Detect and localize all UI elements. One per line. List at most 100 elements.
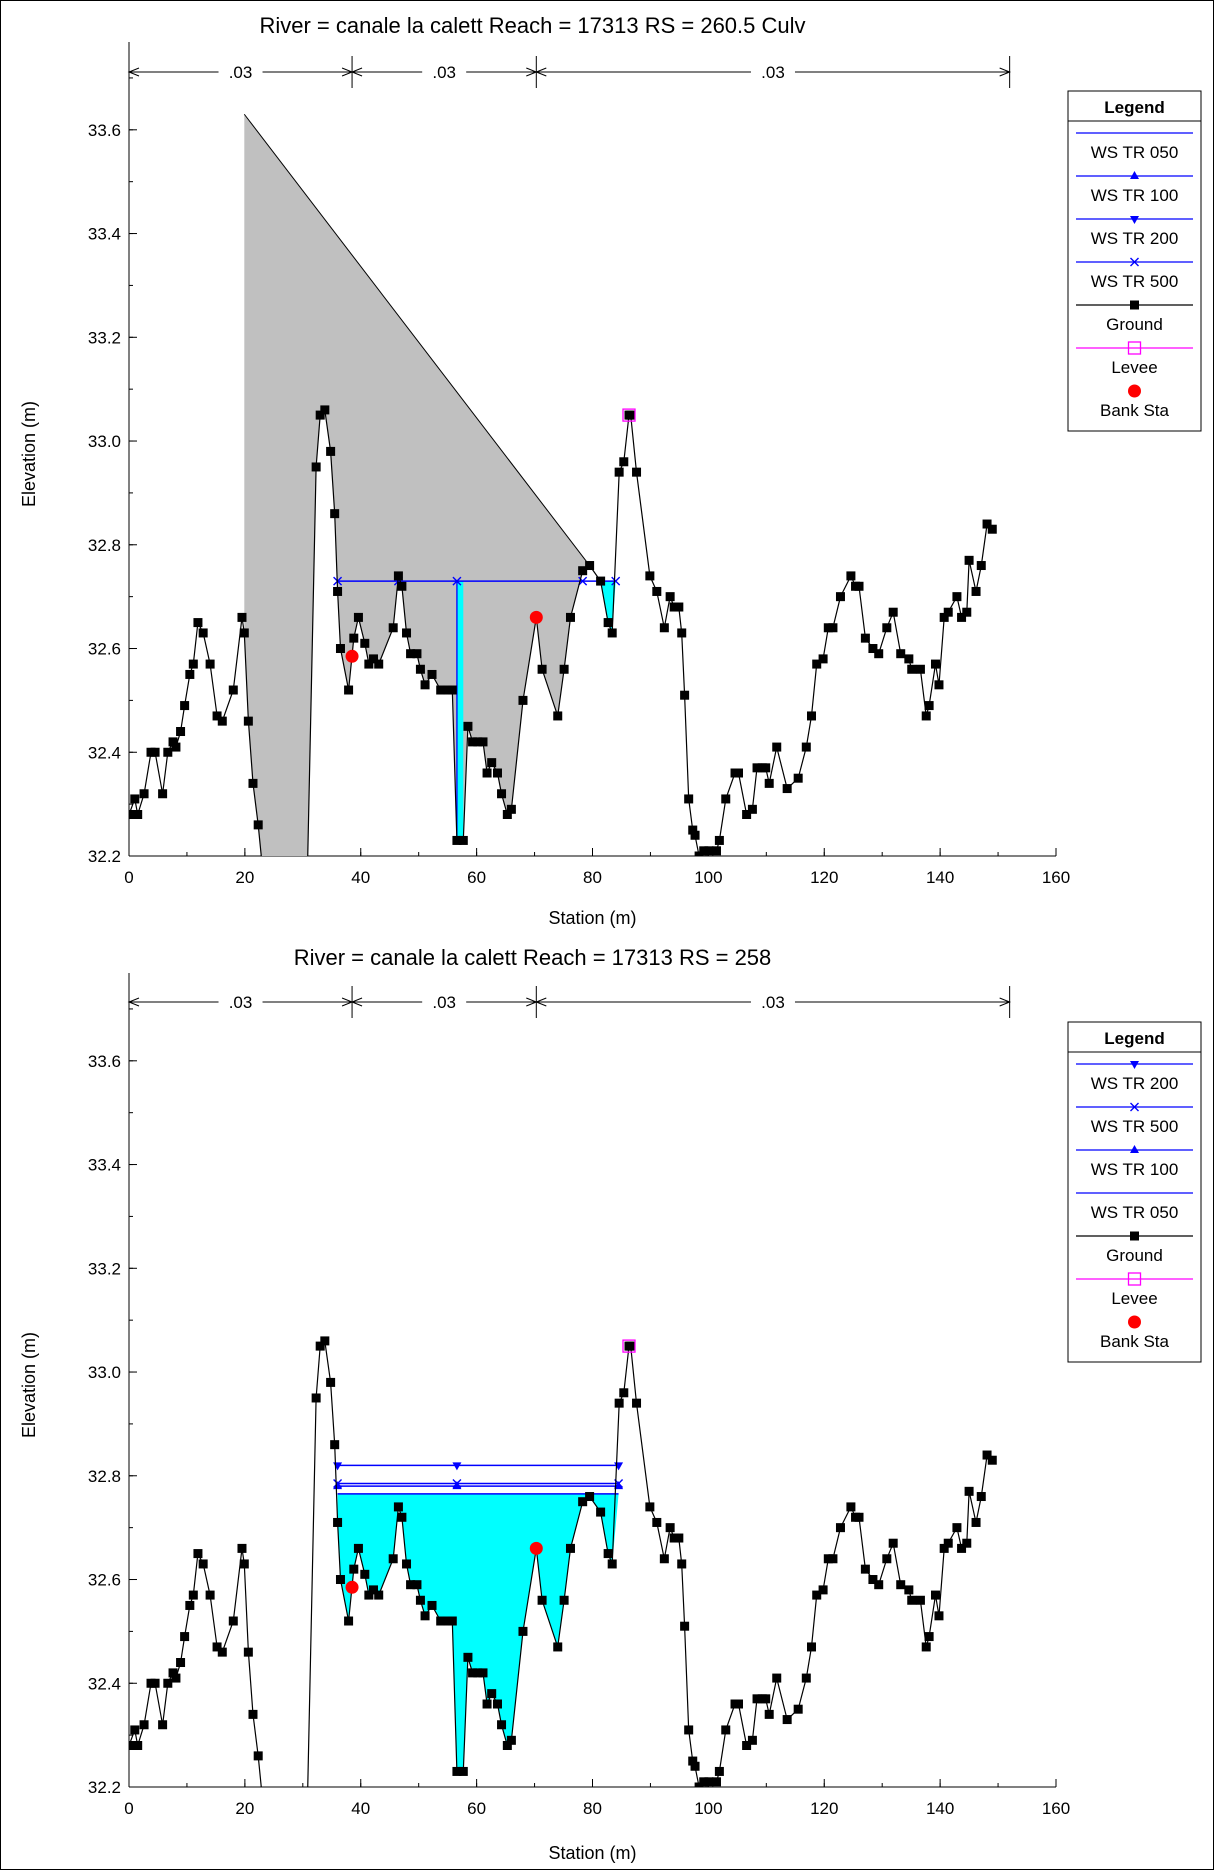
ground-point bbox=[198, 1559, 208, 1569]
ground-point bbox=[502, 1741, 512, 1751]
chart-title: River = canale la calett Reach = 17313 R… bbox=[294, 945, 772, 970]
y-tick-label: 32.2 bbox=[88, 1778, 121, 1797]
ground-point bbox=[896, 649, 906, 659]
ground-point bbox=[427, 669, 437, 679]
ground-point bbox=[163, 1678, 173, 1688]
manning-label-bg bbox=[750, 991, 795, 1011]
ground-point bbox=[734, 1699, 744, 1709]
ground-point bbox=[964, 1486, 974, 1496]
ground-point bbox=[330, 509, 340, 519]
ground-point bbox=[846, 1502, 856, 1512]
ground-point bbox=[374, 1590, 384, 1600]
y-tick-label: 32.4 bbox=[88, 1674, 121, 1693]
ground-point bbox=[406, 649, 416, 659]
ground-point bbox=[688, 1756, 698, 1766]
ground-point bbox=[482, 768, 492, 778]
ground-point bbox=[793, 773, 803, 783]
ground-point bbox=[311, 1393, 321, 1403]
ground-point bbox=[239, 1559, 249, 1569]
ground-point bbox=[734, 768, 744, 778]
ground-point bbox=[854, 581, 864, 591]
ground-point bbox=[904, 654, 914, 664]
ground-point bbox=[130, 794, 140, 804]
legend-label: WS TR 500 bbox=[1091, 272, 1179, 291]
ground-point bbox=[478, 1668, 488, 1678]
bank-station-marker bbox=[529, 1541, 543, 1555]
legend-marker bbox=[1130, 171, 1139, 179]
ground-point bbox=[801, 742, 811, 752]
ground-point bbox=[473, 737, 483, 747]
ground-point bbox=[801, 1673, 811, 1683]
y-tick-label: 33.2 bbox=[88, 1259, 121, 1278]
ground-point bbox=[915, 664, 925, 674]
ground-point bbox=[443, 1616, 453, 1626]
ground-point bbox=[349, 633, 359, 643]
manning-label-bg bbox=[218, 991, 263, 1011]
ground-point bbox=[518, 695, 528, 705]
ground-point bbox=[171, 742, 181, 752]
legend-label: WS TR 100 bbox=[1091, 1160, 1179, 1179]
x-axis-label: Station (m) bbox=[548, 908, 636, 928]
ground-point bbox=[614, 467, 624, 477]
manning-n-label: .03 bbox=[229, 993, 253, 1012]
ground-point bbox=[478, 737, 488, 747]
ground-point bbox=[585, 1492, 595, 1502]
plot-area bbox=[129, 1336, 997, 1849]
ground-point bbox=[518, 1626, 528, 1636]
water-surface-marker bbox=[333, 1481, 343, 1490]
ground-point bbox=[150, 747, 160, 757]
ground-point bbox=[368, 654, 378, 664]
ground-point bbox=[198, 628, 208, 638]
y-tick-label: 32.6 bbox=[88, 640, 121, 659]
ground-point bbox=[747, 804, 757, 814]
ground-point bbox=[163, 747, 173, 757]
ground-point bbox=[607, 628, 617, 638]
water-surface-marker bbox=[452, 1462, 462, 1471]
ground-point bbox=[677, 1559, 687, 1569]
ground-point bbox=[130, 1725, 140, 1735]
y-axis-label: Elevation (m) bbox=[19, 1332, 39, 1438]
x-tick-label: 40 bbox=[351, 868, 370, 887]
y-tick-label: 33.4 bbox=[88, 225, 121, 244]
legend-box bbox=[1067, 90, 1202, 432]
ground-point bbox=[957, 612, 967, 622]
ground-point bbox=[674, 602, 684, 612]
ground-point bbox=[452, 835, 462, 845]
ground-point bbox=[669, 1533, 679, 1543]
ground-point bbox=[690, 830, 700, 840]
ground-point bbox=[344, 1616, 354, 1626]
y-tick-label: 33.0 bbox=[88, 432, 121, 451]
ground-point bbox=[402, 1559, 412, 1569]
ground-point bbox=[699, 1777, 709, 1787]
ground-point bbox=[888, 1538, 898, 1548]
ground-point bbox=[868, 644, 878, 654]
ground-point bbox=[828, 623, 838, 633]
legend-title: Legend bbox=[1104, 1029, 1164, 1048]
ground-point bbox=[674, 1533, 684, 1543]
ground-point bbox=[987, 524, 997, 534]
y-tick-label: 32.2 bbox=[88, 847, 121, 866]
ground-point bbox=[288, 1834, 297, 1843]
ground-point bbox=[502, 810, 512, 820]
ground-point bbox=[393, 571, 403, 581]
legend-marker bbox=[1128, 384, 1141, 398]
ground-point bbox=[818, 1585, 828, 1595]
ground-point bbox=[939, 1543, 949, 1553]
ground-point bbox=[482, 1699, 492, 1709]
ground-point bbox=[185, 669, 195, 679]
ground-point bbox=[559, 1595, 569, 1605]
plot-area bbox=[129, 113, 997, 897]
water-surface-marker bbox=[614, 1481, 624, 1490]
ground-point bbox=[264, 1840, 273, 1849]
ground-point bbox=[364, 1590, 374, 1600]
ground-point bbox=[282, 1819, 291, 1828]
ground-point bbox=[282, 888, 291, 897]
ground-point bbox=[982, 519, 992, 529]
ground-point bbox=[452, 1766, 462, 1776]
ground-point bbox=[205, 659, 215, 669]
ground-point bbox=[619, 1388, 629, 1398]
ground-point bbox=[578, 1497, 588, 1507]
ground-point bbox=[150, 1678, 160, 1688]
x-tick-label: 0 bbox=[124, 868, 133, 887]
ground-point bbox=[258, 867, 267, 876]
